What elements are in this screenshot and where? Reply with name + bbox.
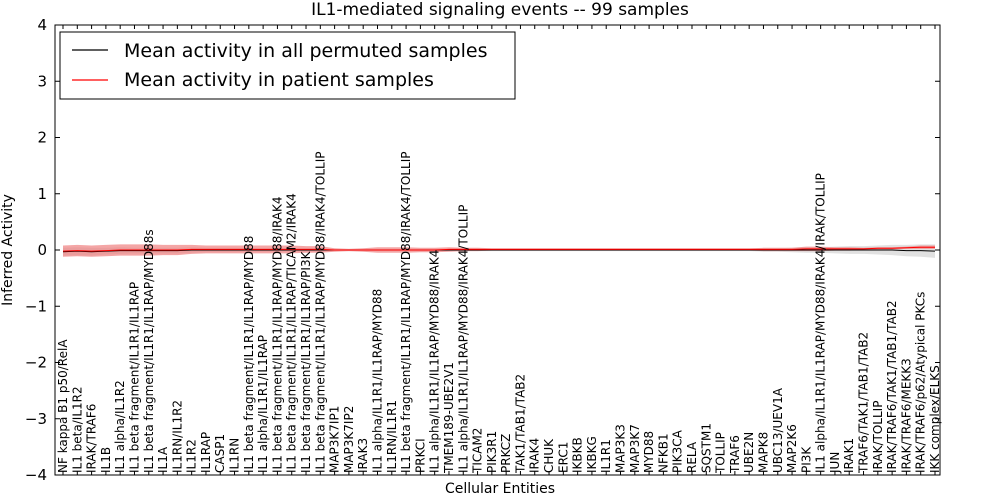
x-tick-label: RELA bbox=[685, 441, 699, 473]
confidence-bands bbox=[63, 244, 935, 258]
x-tick-label: UBE2N bbox=[742, 432, 756, 473]
x-tick-label: TICAM2 bbox=[471, 428, 485, 474]
x-tick-label: PI3K bbox=[799, 446, 813, 473]
x-tick-label: IL1 alpha/IL1R1/IL1RAP bbox=[256, 335, 270, 473]
x-tick-label: NF kappa B1 p50/RelA bbox=[56, 339, 70, 473]
x-tick-label: IL1 beta fragment/IL1R1/IL1RAP/MYD88/IRA… bbox=[313, 152, 327, 473]
x-tick-label: NFKB1 bbox=[656, 433, 670, 473]
x-tick-label: PRKCZ bbox=[499, 434, 513, 473]
legend: Mean activity in all permuted samples Me… bbox=[59, 31, 516, 100]
x-tick-label: TOLLIP bbox=[714, 432, 728, 474]
x-tick-label: IL1 beta fragment/IL1R1/IL1RAP/MYD88/IRA… bbox=[399, 152, 413, 473]
y-axis: −4 −3 −2 −1 0 1 2 3 4 bbox=[25, 16, 940, 484]
x-tick-label: PIK3CA bbox=[671, 429, 685, 473]
line-series-1 bbox=[62, 246, 935, 252]
x-tick-label: IKBKG bbox=[585, 436, 599, 473]
x-axis: NF kappa B1 p50/RelA IL1 beta/IL1R2 IRAK/T… bbox=[56, 25, 942, 475]
x-tick-label: MAP3K7 bbox=[628, 424, 642, 473]
x-tick-label: TRAF6/TAK1/TAB1/TAB2 bbox=[857, 332, 871, 474]
x-tick-label: IL1 beta fragment/IL1R1/IL1RAP/TICAM2/IR… bbox=[285, 193, 299, 473]
y-tick-label: 4 bbox=[37, 16, 47, 34]
x-tick-label: IL1RN/IL1R2 bbox=[170, 400, 184, 473]
x-tick-label: UBC13/UEV1A bbox=[771, 387, 785, 473]
x-tick-label: IL1 alpha/IL1R1/IL1RAP/MYD88/IRAK4/TOLLI… bbox=[456, 205, 470, 473]
legend-label-permuted: Mean activity in all permuted samples bbox=[124, 40, 487, 62]
x-tick-label: MAPK8 bbox=[757, 432, 771, 473]
y-tick-label: 0 bbox=[37, 241, 47, 259]
y-tick-label: −2 bbox=[25, 354, 47, 372]
x-tick-label: IKBKB bbox=[571, 437, 585, 473]
x-tick-label: IL1RN/IL1R1 bbox=[385, 400, 399, 473]
x-tick-label: IRAK/TRAF6/TAK1/TAB1/TAB2 bbox=[885, 300, 899, 473]
y-tick-label: −3 bbox=[25, 410, 47, 428]
x-tick-label: IL1 alpha/IL1R1/IL1RAP/MYD88/IRAK4/IRAK/… bbox=[814, 173, 828, 473]
x-tick-label: IL1R1 bbox=[599, 439, 613, 473]
x-tick-label: PIK3R1 bbox=[485, 431, 499, 473]
x-tick-label: IL1 beta fragment/IL1R1/IL1RAP/MYD88 bbox=[242, 236, 256, 473]
series-lines bbox=[62, 246, 936, 253]
x-tick-label: IL1RAP bbox=[199, 432, 213, 473]
x-tick-label: IL1 alpha/IL1R2 bbox=[113, 380, 127, 473]
y-tick-label: −1 bbox=[25, 297, 47, 315]
x-tick-label: IL1 alpha/IL1R1/IL1RAP/MYD88/IRAK4 bbox=[428, 250, 442, 473]
x-tick-label: TRAF6 bbox=[728, 435, 742, 474]
x-tick-label: PRKCI bbox=[413, 438, 427, 473]
x-tick-label: IL1 beta fragment/IL1R1/IL1RAP/PI3K bbox=[299, 250, 313, 473]
x-tick-label: TAK1/TAB1/TAB2 bbox=[513, 374, 527, 474]
x-tick-label: CHUK bbox=[542, 438, 556, 473]
x-tick-label: MYD88 bbox=[642, 431, 656, 473]
x-tick-label: CASP1 bbox=[213, 434, 227, 473]
x-tick-label: IL1R2 bbox=[185, 439, 199, 473]
x-tick-label: IL1 beta fragment/IL1R1/IL1RAP bbox=[128, 282, 142, 473]
x-tick-label: IL1A bbox=[156, 446, 170, 473]
y-axis-label: Inferred Activity bbox=[0, 194, 16, 306]
y-tick-label: 1 bbox=[37, 185, 47, 203]
x-tick-label: IRAK/TRAF6/MEKK3 bbox=[899, 358, 913, 473]
x-tick-label: JUN bbox=[828, 452, 842, 474]
x-tick-label: IL1 beta fragment/IL1R1/IL1RAP/MYD88/IRA… bbox=[270, 196, 284, 473]
legend-box bbox=[59, 31, 516, 100]
line-series-0 bbox=[62, 249, 936, 253]
x-tick-label: IL1B bbox=[99, 447, 113, 473]
x-tick-label: MAP2K6 bbox=[785, 424, 799, 473]
x-tick-label: MAP3K7IP1 bbox=[328, 406, 342, 473]
x-tick-label: IRAK1 bbox=[842, 438, 856, 473]
x-tick-label: MAP3K7IP2 bbox=[342, 406, 356, 473]
x-tick-label: IRAK3 bbox=[356, 438, 370, 473]
band-series-1 bbox=[63, 244, 935, 257]
y-tick-label: 3 bbox=[37, 72, 47, 90]
x-tick-label: IRAK/TRAF6/p62/Atypical PKCs bbox=[914, 292, 928, 473]
x-tick-label: MAP3K3 bbox=[614, 424, 628, 473]
x-axis-label: Cellular Entities bbox=[445, 481, 555, 497]
x-tick-label: IRAK/TRAF6 bbox=[85, 404, 99, 473]
y-tick-label: 2 bbox=[37, 129, 47, 147]
chart-title: IL1-mediated signaling events -- 99 samp… bbox=[311, 0, 689, 20]
x-tick-label: IL1 beta/IL1R2 bbox=[70, 386, 84, 473]
legend-label-patient: Mean activity in patient samples bbox=[124, 69, 434, 91]
x-tick-label: IKK complex/ELKS bbox=[928, 365, 942, 473]
x-tick-label: IL1RN bbox=[228, 438, 242, 473]
x-tick-label: SQSTM1 bbox=[699, 423, 713, 473]
x-tick-label: IL1 alpha/IL1R1/IL1RAP/MYD88 bbox=[371, 289, 385, 473]
x-tick-label: IRAK4 bbox=[528, 438, 542, 473]
x-tick-label: ERC1 bbox=[556, 442, 570, 473]
y-tick-label: −4 bbox=[25, 466, 47, 484]
x-tick-label: IL1 beta fragment/IL1R1/IL1RAP/MYD88s bbox=[142, 229, 156, 473]
x-tick-label: TMEM189-UBE2V1 bbox=[442, 362, 456, 474]
x-tick-label: IRAK/TOLLIP bbox=[871, 401, 885, 473]
